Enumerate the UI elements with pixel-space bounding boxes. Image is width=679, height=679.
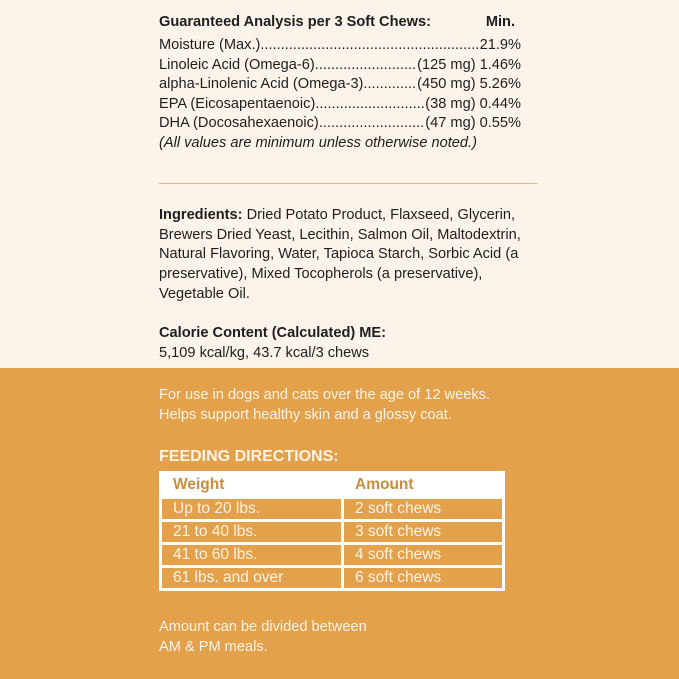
- dot-leader: [319, 114, 425, 134]
- dot-leader: [363, 75, 417, 95]
- amount-cell: 6 soft chews: [341, 565, 505, 591]
- feeding-note-line: AM & PM meals.: [159, 638, 268, 655]
- calorie-value: 5,109 kcal/kg, 43.7 kcal/3 chews: [159, 344, 370, 361]
- weight-cell: 21 to 40 lbs.: [159, 519, 344, 545]
- amount-cell: 2 soft chews: [341, 496, 505, 522]
- weight-cell: 41 to 60 lbs.: [159, 542, 344, 568]
- calorie-label: Calorie Content (Calculated) ME:: [159, 325, 387, 341]
- amount-cell: 3 soft chews: [341, 519, 505, 545]
- column-header-weight: Weight: [159, 471, 344, 499]
- dot-leader: [260, 36, 479, 56]
- nutrient-value: (450 mg) 5.26%: [417, 76, 521, 93]
- ingredients-text: Dried Potato Product, Flaxseed, Glycerin…: [159, 207, 521, 302]
- ingredients-label: Ingredients:: [159, 207, 243, 223]
- feeding-note: Amount can be divided between AM & PM me…: [159, 618, 367, 657]
- nutrient-value: (38 mg) 0.44%: [425, 95, 521, 112]
- table-row: 21 to 40 lbs. 3 soft chews: [159, 519, 505, 545]
- nutrient-label: Linoleic Acid (Omega-6): [159, 56, 315, 73]
- analysis-title-text: Guaranteed Analysis per 3 Soft Chews:: [159, 14, 431, 30]
- usage-line: For use in dogs and cats over the age of…: [159, 387, 490, 403]
- table-row: Up to 20 lbs. 2 soft chews: [159, 496, 505, 522]
- usage-line: Helps support healthy skin and a glossy …: [159, 406, 452, 423]
- weight-cell: Up to 20 lbs.: [159, 496, 344, 522]
- divider: [159, 183, 537, 184]
- nutrient-label: EPA (Eicosapentaenoic): [159, 95, 316, 112]
- min-label: Min.: [485, 14, 515, 30]
- dot-leader: [315, 56, 417, 76]
- nutrient-value: (47 mg) 0.55%: [425, 115, 521, 132]
- guaranteed-analysis: Guaranteed Analysis per 3 Soft Chews: Mi…: [159, 14, 521, 154]
- nutrient-label: DHA (Docosahexaenoic): [159, 115, 319, 132]
- feeding-note-line: Amount can be divided between: [159, 619, 367, 635]
- nutrient-value: (125 mg) 1.46%: [417, 56, 521, 73]
- table-row: 61 lbs. and over 6 soft chews: [159, 565, 505, 591]
- usage-text: For use in dogs and cats over the age of…: [159, 386, 490, 425]
- table-row: 41 to 60 lbs. 4 soft chews: [159, 542, 505, 568]
- column-header-amount: Amount: [341, 471, 505, 499]
- feeding-title: FEEDING DIRECTIONS:: [159, 448, 339, 465]
- weight-cell: 61 lbs. and over: [159, 565, 344, 591]
- analysis-row: Moisture (Max.) 21.9%: [159, 36, 521, 56]
- dot-leader: [315, 95, 425, 115]
- nutrient-value: 21.9%: [479, 37, 521, 53]
- analysis-note: (All values are minimum unless otherwise…: [159, 134, 477, 151]
- amount-cell: 4 soft chews: [341, 542, 505, 568]
- nutrient-label: Moisture (Max.): [159, 37, 261, 53]
- nutrient-label: alpha-Linolenic Acid (Omega-3): [159, 76, 364, 93]
- feeding-table: Weight Amount Up to 20 lbs. 2 soft chews 2…: [159, 471, 505, 591]
- analysis-row: Linoleic Acid (Omega-6) (125 mg) 1.46%: [159, 56, 521, 76]
- analysis-row: EPA (Eicosapentaenoic) (38 mg) 0.44%: [159, 95, 521, 115]
- usage-band: For use in dogs and cats over the age of…: [0, 368, 679, 679]
- analysis-row: alpha-Linolenic Acid (Omega-3) (450 mg) 5…: [159, 75, 521, 95]
- calorie-content: Calorie Content (Calculated) ME: 5,109 k…: [159, 324, 386, 363]
- ingredients: Ingredients: Dried Potato Product, Flaxs…: [159, 206, 529, 305]
- analysis-title: Guaranteed Analysis per 3 Soft Chews: Mi…: [159, 14, 521, 36]
- analysis-row: DHA (Docosahexaenoic) (47 mg) 0.55%: [159, 114, 521, 134]
